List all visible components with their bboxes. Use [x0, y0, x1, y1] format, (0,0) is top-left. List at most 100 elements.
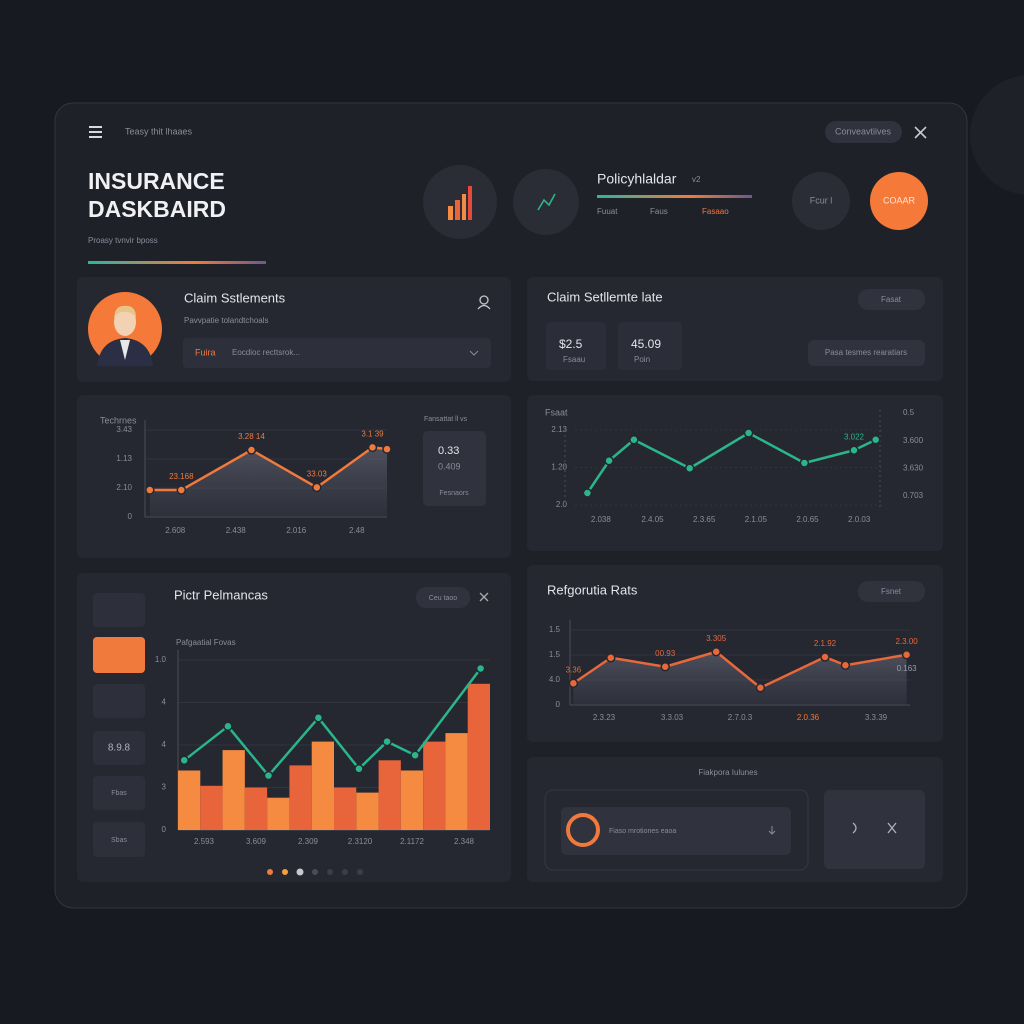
data-label: 2.1.92 — [814, 639, 837, 648]
policy-tag: v2 — [692, 175, 701, 184]
y-axis-label: 0 — [128, 512, 133, 521]
point — [382, 736, 392, 747]
user-icon[interactable] — [477, 295, 491, 310]
circle-button-label: Fcur l — [810, 195, 833, 205]
data-label: 33.03 — [307, 470, 328, 479]
title: DASKBAIRD — [88, 196, 226, 222]
x-axis-label: 3.3.39 — [865, 713, 888, 722]
point — [684, 463, 695, 473]
button-label: Fsnet — [881, 587, 902, 596]
point — [582, 488, 593, 498]
bar — [467, 683, 490, 830]
y-axis-label: 1.0 — [155, 655, 167, 664]
avatar-person — [97, 305, 153, 366]
data-label: 3.022 — [844, 432, 865, 441]
side-stat: 0.409 — [438, 461, 461, 471]
bar — [445, 733, 468, 830]
input[interactable] — [183, 338, 491, 368]
button[interactable] — [858, 289, 925, 310]
y-axis-label: 1.5 — [549, 625, 561, 634]
side-tab[interactable] — [93, 684, 145, 718]
top-button[interactable] — [825, 121, 902, 143]
y-axis-label: 1.5 — [549, 650, 561, 659]
y2-axis-label: 3.630 — [903, 463, 924, 472]
underline — [88, 261, 266, 264]
subtitle: Proasy tvnvir bposs — [88, 236, 158, 245]
point — [849, 445, 859, 455]
button[interactable] — [808, 340, 925, 366]
point — [606, 653, 616, 663]
icon — [852, 822, 857, 834]
point — [870, 435, 881, 445]
side-tab-active[interactable] — [93, 637, 145, 673]
point — [660, 662, 670, 672]
x-axis-label: 2.7.0.3 — [728, 713, 753, 722]
y-axis-label: 0 — [162, 825, 167, 834]
x-axis-label: 3.609 — [246, 837, 267, 846]
point — [820, 652, 830, 662]
y-axis-label: 0 — [556, 700, 561, 709]
bar — [423, 741, 446, 830]
side-tab[interactable] — [93, 593, 145, 627]
close-icon[interactable] — [914, 126, 927, 139]
item-label: Fiaso mrotiones eaoa — [609, 828, 676, 835]
side-tab[interactable] — [93, 776, 145, 810]
y-axis-label: 1.20 — [551, 463, 567, 472]
x-axis-label: 2.4.05 — [641, 515, 664, 524]
card-title: Claim Setllemte late — [547, 289, 663, 304]
bar — [334, 787, 357, 830]
menu-icon[interactable] — [89, 126, 102, 138]
chart-subtitle: Pafgaatial Fovas — [176, 638, 236, 647]
progress — [597, 195, 752, 198]
x-axis-label: 2.3.65 — [693, 515, 716, 524]
input-tag: Fuira — [195, 347, 216, 357]
action-button[interactable] — [870, 172, 928, 230]
x-axis-label: 2.0.36 — [797, 713, 820, 722]
x-axis-label: 2.348 — [454, 837, 475, 846]
button[interactable] — [858, 581, 925, 602]
side-tab-label: Sbas — [111, 837, 127, 844]
circle-button[interactable] — [792, 172, 850, 230]
x-axis-label: 2.0.03 — [848, 515, 871, 524]
card — [527, 395, 943, 551]
point — [246, 445, 257, 455]
item[interactable] — [561, 807, 791, 855]
x-axis-label: 2.438 — [226, 526, 247, 535]
y-axis-label: 4.0 — [549, 675, 561, 684]
close-icon[interactable] — [479, 592, 489, 602]
chart-title: Fsaat — [545, 407, 568, 417]
data-label: 0.163 — [897, 664, 918, 673]
button-label: Pasa tesmes rearatiars — [825, 348, 907, 357]
x-axis-label: 2.1.05 — [745, 515, 768, 524]
tool-box[interactable] — [824, 790, 925, 869]
y-axis-label: 3 — [162, 783, 167, 792]
point — [755, 683, 766, 693]
chart-title: Refgorutia Rats — [547, 582, 638, 597]
top-button-label: Conveavtiives — [835, 126, 892, 136]
bar — [378, 760, 401, 830]
x-axis-label: 2.038 — [591, 515, 612, 524]
point — [840, 660, 851, 670]
point — [629, 435, 639, 445]
point — [410, 750, 420, 760]
trend-icon — [537, 193, 556, 211]
chart-note: Fansattat ll vs — [424, 416, 468, 423]
data-label: 3.36 — [566, 665, 582, 674]
y2-axis-label: 3.600 — [903, 436, 924, 445]
card-title: Fiakpora Iulunes — [698, 768, 757, 777]
side-tab-label: Fbas — [111, 790, 127, 797]
side-tab[interactable] — [93, 731, 145, 765]
area — [149, 447, 387, 517]
point — [475, 663, 486, 674]
side-tab[interactable] — [93, 822, 145, 857]
bar — [267, 797, 290, 830]
action-button-label: COAAR — [883, 195, 916, 205]
down-icon — [768, 826, 776, 835]
point — [799, 458, 810, 468]
policy-label: Fuuat — [597, 207, 618, 216]
button[interactable] — [416, 587, 470, 608]
stat-box — [618, 322, 682, 370]
pagination[interactable] — [267, 868, 363, 876]
point — [367, 442, 378, 453]
